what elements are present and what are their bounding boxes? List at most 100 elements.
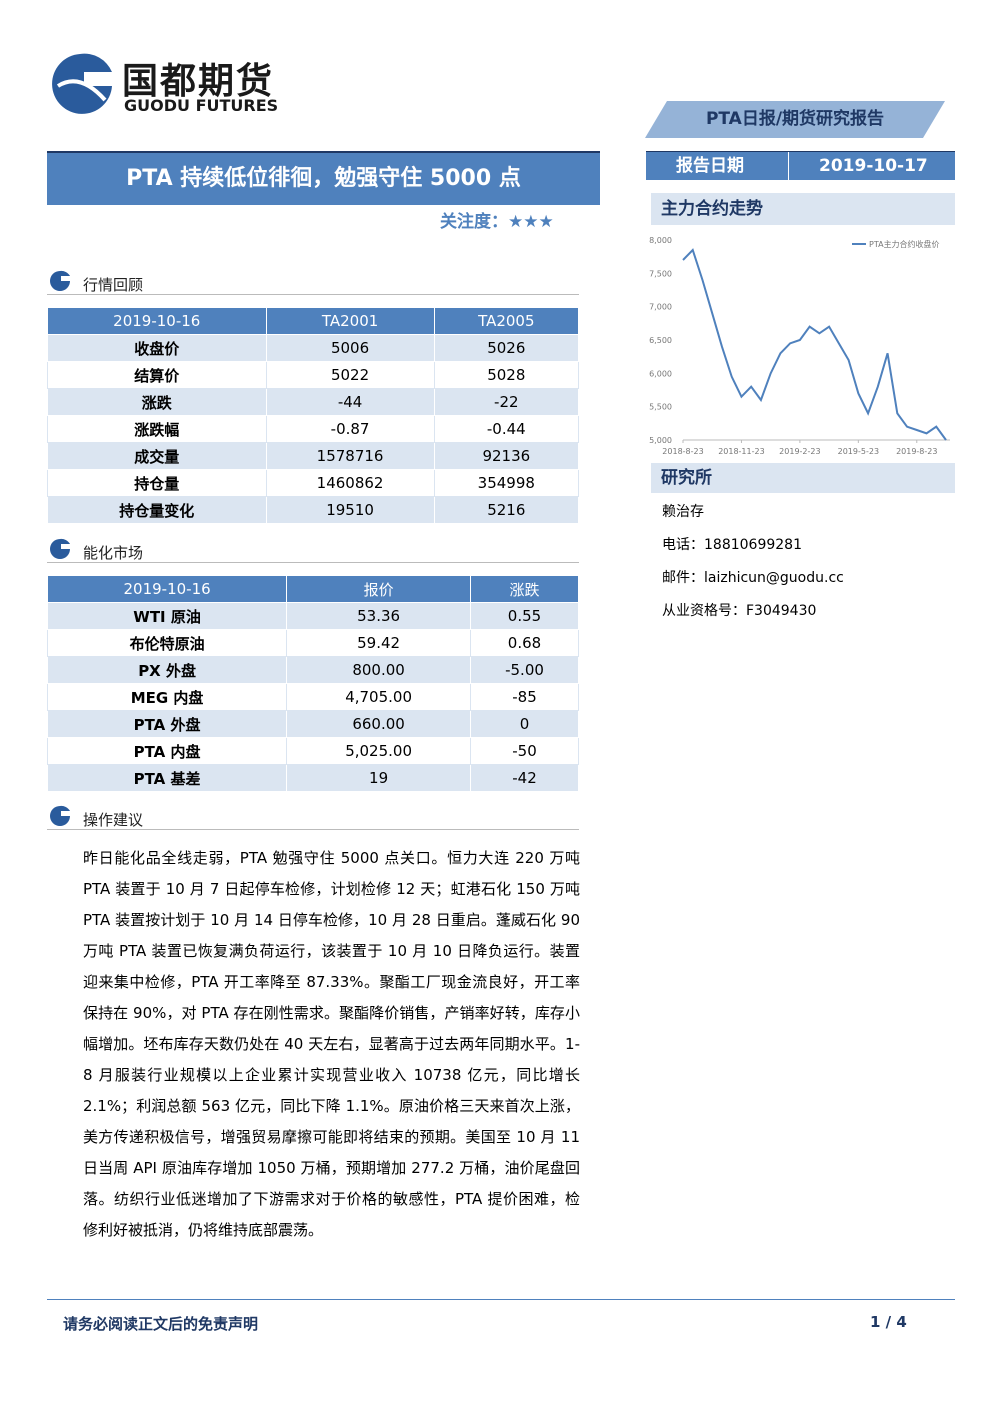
series-line [682, 248, 947, 441]
date-label: 报告日期 [676, 156, 744, 176]
table-row: 涨跌 -44 -22 [47, 388, 580, 416]
chart: 5,000 5,500 6,000 6,500 7,000 7,500 8,000 2018-… [649, 236, 950, 456]
disclaimer: 请务必阅读正文后的免责声明 [63, 1315, 259, 1333]
contacts: 赖治存电话：18810699281 邮件：laizhicun@guodu.cc 从业… [662, 496, 844, 628]
header-row: 2019-10-16 TA2001 TA2005 [47, 307, 580, 335]
contact-line: 邮件：laizhicun@guodu.cc [662, 570, 844, 586]
section-title: 操作建议 [83, 811, 144, 829]
table-row: MEG 内盘 4,705.00 -85 [46, 683, 579, 711]
paragraph: 昨日能化品全线走弱，PTA 勉强守住 5000 点关口。恒力大连 220 万吨 … [83, 849, 580, 1239]
header-cell: 2019-10-16 [47, 307, 267, 335]
table-cell: 53.36 [286, 602, 472, 630]
table-row: PTA 基差 19 -42 [46, 764, 579, 792]
y-tick-label: 7,000 [649, 303, 672, 312]
table-cell: 59.42 [286, 629, 472, 657]
y-tick-label: 6,000 [649, 369, 672, 378]
table-cell: 5216 [433, 496, 580, 524]
header-cell: TA2001 [265, 307, 435, 335]
y-tick-label: 5,000 [649, 436, 672, 445]
row-label: WTI 原油 [46, 602, 288, 630]
logo-cn: 国都期货 [122, 61, 275, 102]
x-tick-label: 2019-2-23 [779, 447, 820, 456]
section-title: 行情回顾 [83, 276, 144, 294]
table-row: 涨跌幅 -0.87 -0.44 [47, 415, 580, 443]
table-cell: 19510 [265, 496, 435, 524]
chart-title: 主力合约走势 [651, 193, 955, 225]
footer-rule [47, 1299, 955, 1300]
contact-line: 赖治存 [662, 504, 704, 520]
header-cell: TA2005 [433, 307, 580, 335]
header-cell: 涨跌 [470, 575, 579, 603]
table-cell: 800.00 [286, 656, 472, 684]
row-label: 涨跌 [47, 388, 267, 416]
table-cell: 5,025.00 [286, 737, 472, 765]
data-table: 2019-10-16 TA2001 TA2005 收盘价 5006 5026 结算价 5022… [47, 307, 580, 524]
table-cell: 19 [286, 764, 472, 792]
table-cell: -50 [470, 737, 579, 765]
table-cell: 1578716 [265, 442, 435, 470]
icon-shape [50, 538, 70, 559]
logo-mark [52, 53, 112, 114]
table-row: 收盘价 5006 5026 [47, 334, 580, 362]
table-row: 持仓量 1460862 354998 [47, 469, 580, 497]
header-cell: 报价 [286, 575, 472, 603]
row-label: PTA 内盘 [46, 737, 288, 765]
y-tick-label: 8,000 [649, 236, 672, 245]
table-cell: 1460862 [265, 469, 435, 497]
attention-label: 关注度： [440, 212, 508, 232]
section-icon [50, 270, 70, 291]
section-icon [50, 538, 70, 559]
report-type: PTA日报/期货研究报告 [645, 101, 945, 138]
table-cell: 5028 [433, 361, 580, 389]
icon-shape [50, 805, 70, 826]
table-cell: 0.55 [470, 602, 579, 630]
y-tick-label: 7,500 [649, 269, 672, 278]
data-table: 2019-10-16 报价 涨跌 WTI 原油 53.36 0.55 布伦特原油 59.42 0… [46, 575, 579, 792]
table-row: 成交量 1578716 92136 [47, 442, 580, 470]
title: PTA 持续低位徘徊，勉强守住 5000 点 [47, 151, 600, 205]
attention-stars: ★★★ [508, 212, 554, 232]
table-row: 布伦特原油 59.42 0.68 [46, 629, 579, 657]
table-row: PTA 内盘 5,025.00 -50 [46, 737, 579, 765]
y-tick-label: 6,500 [649, 336, 672, 345]
row-label: 布伦特原油 [46, 629, 288, 657]
contact-line: 从业资格号：F3049430 [662, 603, 817, 619]
row-label: 持仓量变化 [47, 496, 267, 524]
table-cell: 0 [470, 710, 579, 738]
date-bar: 报告日期 2019-10-17 [646, 151, 955, 180]
x-tick-label: 2019-8-23 [896, 447, 937, 456]
section-rule [47, 829, 579, 830]
contact-line: 电话：18810699281 [662, 537, 802, 553]
research-title: 研究所 [651, 463, 955, 493]
table-row: 持仓量变化 19510 5216 [47, 496, 580, 524]
table-cell: 5026 [433, 334, 580, 362]
x-tick-label: 2018-8-23 [662, 447, 703, 456]
table-cell: 660.00 [286, 710, 472, 738]
row-label: 收盘价 [47, 334, 267, 362]
table-cell: 92136 [433, 442, 580, 470]
x-tick-label: 2019-5-23 [838, 447, 879, 456]
table-cell: -44 [265, 388, 435, 416]
table-row: WTI 原油 53.36 0.55 [46, 602, 579, 630]
row-label: PTA 外盘 [46, 710, 288, 738]
attention: 关注度：★★★ [440, 207, 554, 232]
row-label: 涨跌幅 [47, 415, 267, 443]
table-cell: 0.68 [470, 629, 579, 657]
row-label: 结算价 [47, 361, 267, 389]
table-row: PX 外盘 800.00 -5.00 [46, 656, 579, 684]
table-cell: -5.00 [470, 656, 579, 684]
table-cell: 354998 [433, 469, 580, 497]
row-label: PTA 基差 [46, 764, 288, 792]
header-cell: 2019-10-16 [46, 575, 288, 603]
row-label: 持仓量 [47, 469, 267, 497]
logo-en: GUODU FUTURES [124, 96, 279, 115]
table-cell: 5006 [265, 334, 435, 362]
legend-label: PTA主力合约收盘价 [869, 239, 940, 249]
table-cell: -85 [470, 683, 579, 711]
section-rule [47, 294, 579, 295]
table-row: PTA 外盘 660.00 0 [46, 710, 579, 738]
table-cell: 5022 [265, 361, 435, 389]
y-tick-label: 5,500 [649, 403, 672, 412]
section-title: 能化市场 [83, 544, 144, 562]
